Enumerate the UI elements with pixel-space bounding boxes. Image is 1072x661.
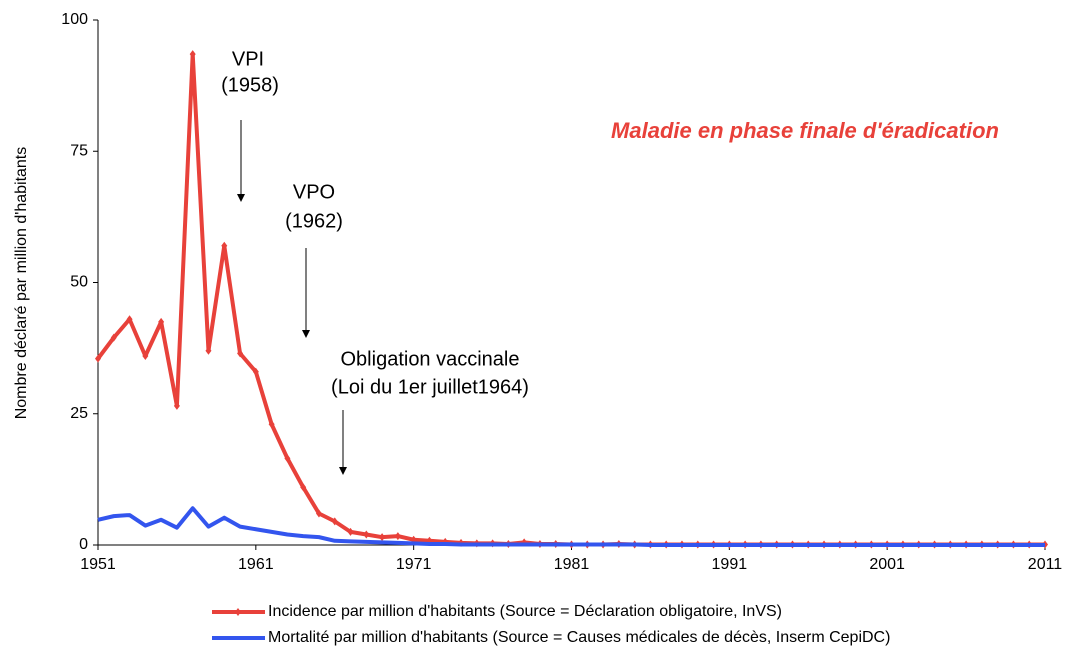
point	[189, 50, 196, 59]
legend-marker	[235, 608, 241, 616]
y-tick-label: 0	[79, 536, 88, 553]
point	[173, 401, 180, 410]
annotation: VPO	[293, 181, 335, 203]
y-axis-label: Nombre déclaré par million d'habitants	[13, 147, 30, 420]
point	[315, 509, 322, 518]
point	[221, 241, 228, 250]
y-tick-label: 100	[61, 11, 88, 28]
x-tick-label: 1951	[80, 556, 116, 573]
point	[363, 530, 370, 539]
point	[252, 367, 259, 376]
x-tick-label: 1991	[712, 556, 748, 573]
x-tick-label: 1961	[238, 556, 274, 573]
x-tick-label: 2011	[1028, 556, 1063, 573]
point	[379, 533, 386, 542]
point	[268, 420, 275, 429]
arrow-head	[339, 467, 347, 475]
point	[331, 517, 338, 526]
point	[126, 315, 133, 324]
x-tick-label: 2001	[869, 556, 905, 573]
arrow-head	[302, 330, 310, 338]
series-line	[97, 506, 1045, 547]
point	[158, 317, 165, 326]
annotation: (1962)	[285, 210, 343, 232]
y-tick-label: 75	[70, 142, 88, 159]
point	[394, 532, 401, 541]
point	[237, 349, 244, 358]
point	[284, 454, 291, 463]
legend-label: Mortalité par million d'habitants (Sourc…	[268, 629, 890, 646]
point	[300, 483, 307, 492]
annotation: (1958)	[221, 74, 279, 96]
annotation: Obligation vaccinale	[341, 348, 520, 370]
y-tick-label: 50	[70, 274, 88, 291]
annotation: (Loi du 1er juillet1964)	[331, 376, 529, 398]
x-tick-label: 1981	[554, 556, 590, 573]
y-tick-label: 25	[70, 405, 88, 422]
x-tick-label: 1971	[396, 556, 432, 573]
annotation: VPI	[232, 48, 264, 70]
point	[110, 333, 117, 342]
point	[142, 352, 149, 360]
point	[347, 527, 354, 536]
legend-label: Incidence par million d'habitants (Sourc…	[268, 603, 782, 620]
point	[205, 346, 212, 355]
annotation-title: Maladie en phase finale d'éradication	[611, 118, 999, 143]
point	[95, 354, 101, 363]
arrow-head	[237, 194, 245, 202]
